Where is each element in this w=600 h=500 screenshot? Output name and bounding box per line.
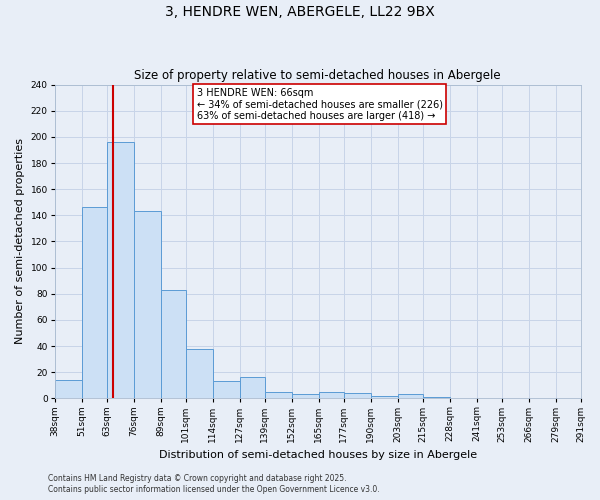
Bar (398, 394, 422, 398)
Title: Size of property relative to semi-detached houses in Abergele: Size of property relative to semi-detach… (134, 69, 501, 82)
Text: Contains HM Land Registry data © Crown copyright and database right 2025.
Contai: Contains HM Land Registry data © Crown c… (48, 474, 380, 494)
Bar (212, 382, 239, 398)
Bar (422, 397, 449, 398)
Bar (344, 393, 371, 398)
Bar (107, 142, 134, 399)
Y-axis label: Number of semi-detached properties: Number of semi-detached properties (15, 138, 25, 344)
Text: 3 HENDRE WEN: 66sqm
← 34% of semi-detached houses are smaller (226)
63% of semi-: 3 HENDRE WEN: 66sqm ← 34% of semi-detach… (197, 88, 443, 121)
Bar (161, 290, 185, 399)
Bar (319, 392, 344, 398)
Bar (239, 378, 265, 398)
Bar (265, 392, 292, 398)
X-axis label: Distribution of semi-detached houses by size in Abergele: Distribution of semi-detached houses by … (158, 450, 476, 460)
Bar (371, 396, 398, 398)
Bar (82, 208, 107, 398)
Bar (185, 348, 212, 399)
Bar (134, 212, 161, 398)
Bar (55, 380, 82, 398)
Text: 3, HENDRE WEN, ABERGELE, LL22 9BX: 3, HENDRE WEN, ABERGELE, LL22 9BX (165, 5, 435, 19)
Bar (292, 394, 319, 398)
